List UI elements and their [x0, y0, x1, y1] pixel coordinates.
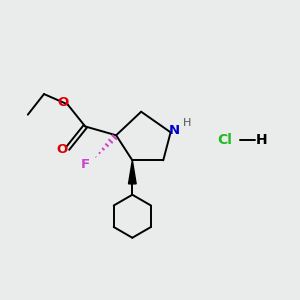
- Text: F: F: [81, 158, 90, 171]
- Text: Cl: Cl: [218, 133, 232, 147]
- Text: N: N: [169, 124, 180, 137]
- Text: H: H: [183, 118, 191, 128]
- Text: O: O: [57, 95, 68, 109]
- Polygon shape: [128, 160, 136, 184]
- Text: O: O: [57, 143, 68, 157]
- Text: H: H: [256, 133, 267, 147]
